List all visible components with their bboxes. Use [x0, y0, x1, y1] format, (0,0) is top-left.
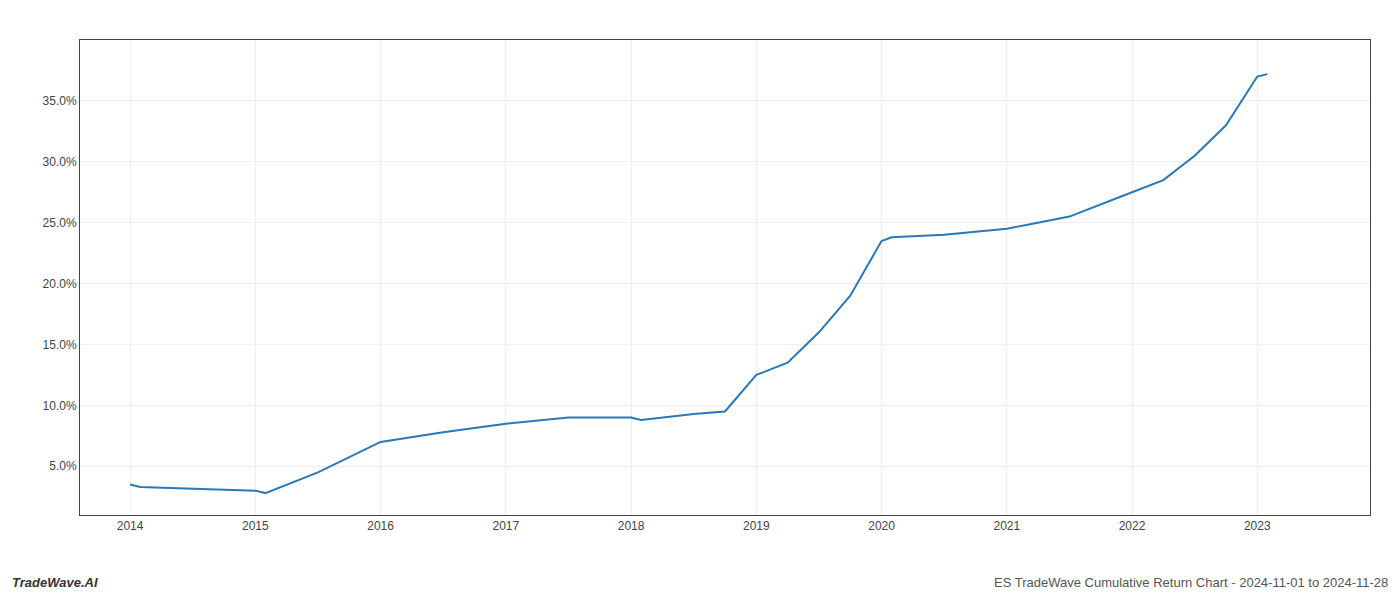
svg-text:2018: 2018	[618, 519, 645, 533]
svg-text:2017: 2017	[492, 519, 519, 533]
svg-text:20.0%: 20.0%	[43, 277, 77, 291]
svg-text:2021: 2021	[993, 519, 1020, 533]
svg-text:2020: 2020	[868, 519, 895, 533]
svg-text:35.0%: 35.0%	[43, 94, 77, 108]
svg-text:ES TradeWave Cumulative Return: ES TradeWave Cumulative Return Chart - 2…	[994, 575, 1388, 590]
svg-text:25.0%: 25.0%	[43, 216, 77, 230]
svg-text:2019: 2019	[743, 519, 770, 533]
svg-text:30.0%: 30.0%	[43, 155, 77, 169]
svg-text:5.0%: 5.0%	[49, 459, 77, 473]
svg-text:TradeWave.AI: TradeWave.AI	[12, 575, 98, 590]
svg-text:2015: 2015	[242, 519, 269, 533]
svg-text:10.0%: 10.0%	[43, 399, 77, 413]
svg-text:2014: 2014	[117, 519, 144, 533]
svg-text:2022: 2022	[1119, 519, 1146, 533]
svg-text:15.0%: 15.0%	[43, 338, 77, 352]
svg-text:2023: 2023	[1244, 519, 1271, 533]
svg-text:2016: 2016	[367, 519, 394, 533]
